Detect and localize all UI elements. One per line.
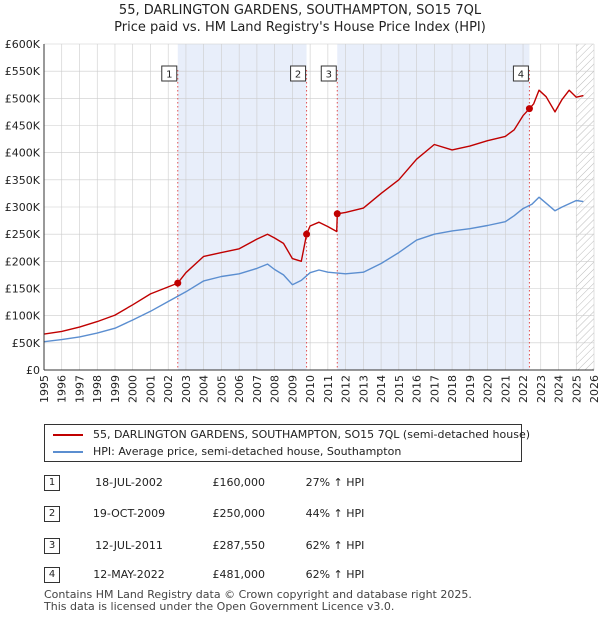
x-tick-label: 1996	[56, 375, 69, 403]
chart-sale-badge-label: 1	[166, 70, 172, 81]
footer-licence: This data is licensed under the Open Gov…	[44, 600, 395, 613]
y-tick-label: £450K	[5, 120, 41, 133]
x-tick-label: 2018	[446, 375, 459, 403]
x-tick-label: 2007	[251, 375, 264, 403]
x-tick-label: 2022	[517, 375, 530, 403]
sale-point	[303, 230, 311, 238]
chart-sale-badge-label: 2	[295, 70, 301, 81]
y-tick-label: £250K	[5, 228, 41, 241]
chart-subtitle: Price paid vs. HM Land Registry's House …	[114, 20, 486, 35]
price-chart: £0 £50K £100K £150K £200K £250K £300K £350K £400…	[5, 38, 600, 403]
sale-hpi-change: 62% ↑ HPI	[305, 539, 365, 552]
x-tick-label: 2011	[322, 375, 335, 403]
property-price-line	[44, 89, 584, 335]
chart-title-address: 55, DARLINGTON GARDENS, SOUTHAMPTON, SO1…	[118, 3, 482, 18]
x-tick-label: 2013	[357, 375, 370, 403]
x-tick-label: 1995	[38, 375, 51, 403]
sale-row: 3 12-JUL-2011 £287,550 62% ↑ HPI	[0, 537, 600, 557]
sale-date: 12-JUL-2011	[95, 539, 163, 552]
y-tick-label: £0	[26, 364, 40, 377]
chart-sale-badge	[290, 65, 307, 82]
sale-point	[333, 210, 341, 218]
legend-swatch-hpi	[53, 451, 83, 453]
sale-badge: 4	[44, 567, 60, 583]
sale-date: 18-JUL-2002	[95, 476, 163, 489]
x-tick-label: 2015	[393, 375, 406, 403]
sale-row: 4 12-MAY-2022 £481,000 62% ↑ HPI	[0, 566, 600, 586]
chart-sale-badge	[320, 65, 337, 82]
x-tick-label: 2005	[215, 375, 228, 403]
chart-sale-badge-label: 3	[326, 70, 332, 81]
y-tick-label: £150K	[5, 283, 41, 296]
hpi-line	[44, 196, 584, 343]
x-tick-label: 2025	[570, 375, 583, 403]
x-tick-label: 2019	[464, 375, 477, 403]
x-tick-label: 2004	[198, 375, 211, 403]
sale-price: £160,000	[212, 476, 266, 489]
x-tick-label: 1999	[109, 375, 122, 403]
legend-label-property: 55, DARLINGTON GARDENS, SOUTHAMPTON, SO1…	[93, 428, 530, 441]
legend-swatch-property	[53, 434, 83, 436]
x-tick-label: 2012	[340, 375, 353, 403]
y-tick-label: £400K	[5, 147, 41, 160]
x-tick-label: 2009	[286, 375, 299, 403]
x-tick-label: 2006	[233, 375, 246, 403]
sale-badge: 1	[44, 475, 60, 491]
footer-copyright: Contains HM Land Registry data © Crown c…	[44, 588, 472, 601]
chart-sale-badge-label: 4	[518, 70, 524, 81]
chart-sale-badge	[512, 65, 529, 82]
x-tick-label: 1997	[73, 375, 86, 403]
x-tick-label: 2021	[499, 375, 512, 403]
sale-date: 19-OCT-2009	[92, 507, 166, 520]
x-tick-label: 2016	[411, 375, 424, 403]
legend-label-hpi: HPI: Average price, semi-detached house,…	[93, 445, 402, 458]
footer-attribution: Contains HM Land Registry data © Crown c…	[44, 589, 472, 613]
x-tick-label: 2003	[180, 375, 193, 403]
y-tick-label: £300K	[5, 201, 41, 214]
sale-badge: 2	[44, 506, 60, 522]
sale-badge: 3	[44, 538, 60, 554]
sale-row: 2 19-OCT-2009 £250,000 44% ↑ HPI	[0, 505, 600, 525]
x-tick-label: 2024	[553, 375, 566, 403]
x-tick-label: 2000	[127, 375, 140, 403]
x-tick-label: 2001	[144, 375, 157, 403]
chart-legend: 55, DARLINGTON GARDENS, SOUTHAMPTON, SO1…	[44, 424, 530, 462]
sale-hpi-change: 27% ↑ HPI	[305, 476, 365, 489]
chart-sale-badge	[161, 65, 178, 82]
sale-hpi-change: 44% ↑ HPI	[305, 507, 365, 520]
sale-point	[174, 279, 182, 287]
sale-row: 1 18-JUL-2002 £160,000 27% ↑ HPI	[0, 474, 600, 494]
y-tick-label: £550K	[5, 65, 41, 78]
sale-point	[525, 105, 533, 113]
x-tick-label: 2026	[588, 375, 600, 403]
y-tick-label: £100K	[5, 310, 41, 323]
y-tick-label: £500K	[5, 92, 41, 105]
x-tick-label: 2023	[535, 375, 548, 403]
y-tick-label: £200K	[5, 255, 41, 268]
y-tick-label: £600K	[5, 38, 41, 51]
x-tick-label: 2002	[162, 375, 175, 403]
x-tick-label: 2008	[269, 375, 282, 403]
x-tick-label: 2020	[482, 375, 495, 403]
sale-price: £481,000	[212, 568, 266, 581]
x-tick-label: 2014	[375, 375, 388, 403]
sale-price: £250,000	[212, 507, 266, 520]
x-tick-label: 2017	[428, 375, 441, 403]
x-tick-label: 1998	[91, 375, 104, 403]
y-tick-label: £50K	[12, 337, 41, 350]
y-tick-label: £350K	[5, 174, 41, 187]
x-tick-label: 2010	[304, 375, 317, 403]
sale-price: £287,550	[212, 539, 266, 552]
sale-hpi-change: 62% ↑ HPI	[305, 568, 365, 581]
sale-date: 12-MAY-2022	[93, 568, 165, 581]
